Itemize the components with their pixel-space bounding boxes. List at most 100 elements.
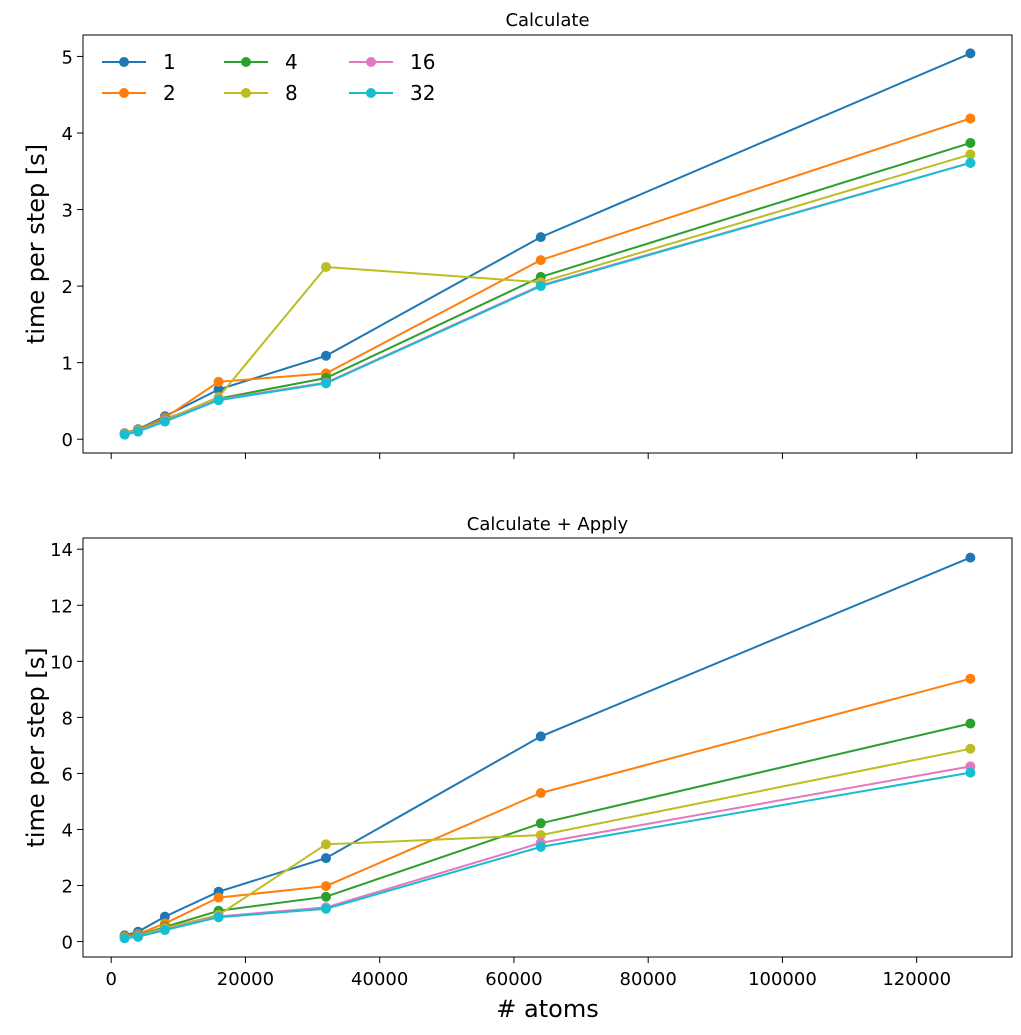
data-point	[213, 384, 224, 395]
series-line	[124, 161, 971, 436]
y-tick-label: 1	[62, 354, 73, 375]
legend-label: 16	[410, 50, 435, 74]
data-point	[213, 395, 224, 406]
chart-title: Calculate	[505, 10, 589, 31]
x-tick-label: 80000	[620, 969, 677, 990]
data-point	[965, 113, 976, 124]
legend-marker	[119, 88, 129, 98]
legend-marker	[366, 88, 376, 98]
legend-label: 32	[410, 81, 435, 105]
data-point	[119, 933, 130, 944]
y-tick-label: 2	[62, 877, 73, 898]
data-point	[535, 232, 546, 243]
data-point	[159, 925, 170, 936]
data-point	[320, 378, 331, 389]
series-2	[119, 673, 976, 942]
y-tick-label: 12	[50, 596, 73, 617]
x-tick-label: 0	[105, 969, 116, 990]
series-line	[124, 747, 971, 939]
y-axis-label: time per step [s]	[22, 144, 50, 344]
legend-marker	[241, 57, 251, 67]
legend-marker	[241, 88, 251, 98]
legend-item: 2	[102, 81, 176, 105]
series-16	[119, 761, 976, 944]
y-tick-label: 14	[50, 540, 73, 561]
y-tick-label: 0	[62, 430, 73, 451]
data-point	[320, 853, 331, 864]
legend-label: 4	[285, 50, 298, 74]
y-tick-label: 5	[62, 47, 73, 68]
y-tick-label: 10	[50, 652, 73, 673]
data-point	[965, 137, 976, 148]
data-point	[965, 552, 976, 563]
y-tick-label: 6	[62, 764, 73, 785]
data-point	[213, 912, 224, 923]
axes-frame	[82, 537, 1013, 958]
y-tick-label: 0	[62, 933, 73, 954]
data-point	[965, 48, 976, 59]
series-line	[124, 52, 971, 435]
subplot-1: Calculate 0 1 2 3 4 5 time per step [s] 1 2 4 8 16 32	[22, 10, 1013, 459]
legend-marker	[119, 57, 129, 67]
data-point	[320, 350, 331, 361]
data-point	[320, 903, 331, 914]
data-point	[965, 718, 976, 729]
chart-title: Calculate + Apply	[467, 514, 629, 535]
x-tick-label: 60000	[485, 969, 542, 990]
data-point	[320, 839, 331, 850]
x-tick-label: 20000	[217, 969, 274, 990]
data-point	[535, 731, 546, 742]
data-point	[320, 891, 331, 902]
series-1	[119, 552, 976, 941]
series-8	[119, 743, 976, 943]
x-axis-label: # atoms	[496, 995, 598, 1023]
series-line	[124, 556, 971, 937]
x-tick-label: 40000	[351, 969, 408, 990]
y-tick-label: 4	[62, 124, 73, 145]
y-tick-label: 4	[62, 820, 73, 841]
x-tick-label: 100000	[748, 969, 817, 990]
y-tick-label: 2	[62, 277, 73, 298]
axes-frame	[82, 34, 1013, 454]
legend-marker	[366, 57, 376, 67]
series-4	[119, 137, 976, 439]
y-tick-label: 3	[62, 201, 73, 222]
legend-item: 1	[102, 50, 176, 74]
legend-item: 4	[224, 50, 298, 74]
y-axis-label: time per step [s]	[22, 647, 50, 847]
series-line	[124, 677, 971, 938]
legend-item: 16	[349, 50, 435, 74]
legend-label: 1	[163, 50, 176, 74]
series-32	[119, 157, 976, 440]
legend-item: 32	[349, 81, 435, 105]
series-4	[119, 718, 976, 943]
data-point	[159, 416, 170, 427]
series-line	[124, 722, 971, 939]
series-16	[119, 157, 976, 440]
data-point	[535, 818, 546, 829]
data-point	[320, 881, 331, 892]
data-point	[213, 376, 224, 387]
x-tick-label: 120000	[882, 969, 951, 990]
data-point	[965, 767, 976, 778]
legend: 1 2 4 8 16 32	[102, 50, 435, 105]
data-point	[119, 429, 130, 440]
data-point	[965, 149, 976, 160]
data-point	[320, 261, 331, 272]
data-point	[965, 743, 976, 754]
legend-label: 8	[285, 81, 298, 105]
data-point	[535, 255, 546, 266]
data-point	[535, 281, 546, 292]
data-point	[965, 157, 976, 168]
legend-item: 8	[224, 81, 298, 105]
data-point	[133, 426, 144, 437]
series-32	[119, 767, 976, 944]
data-point	[535, 841, 546, 852]
subplot-2: Calculate + Apply 0 2 4 6 8 10 12 14 0 20000 40000 6…	[22, 514, 1013, 1023]
data-point	[133, 931, 144, 942]
data-point	[965, 673, 976, 684]
data-point	[535, 830, 546, 841]
series-line	[124, 141, 971, 435]
data-point	[213, 892, 224, 903]
